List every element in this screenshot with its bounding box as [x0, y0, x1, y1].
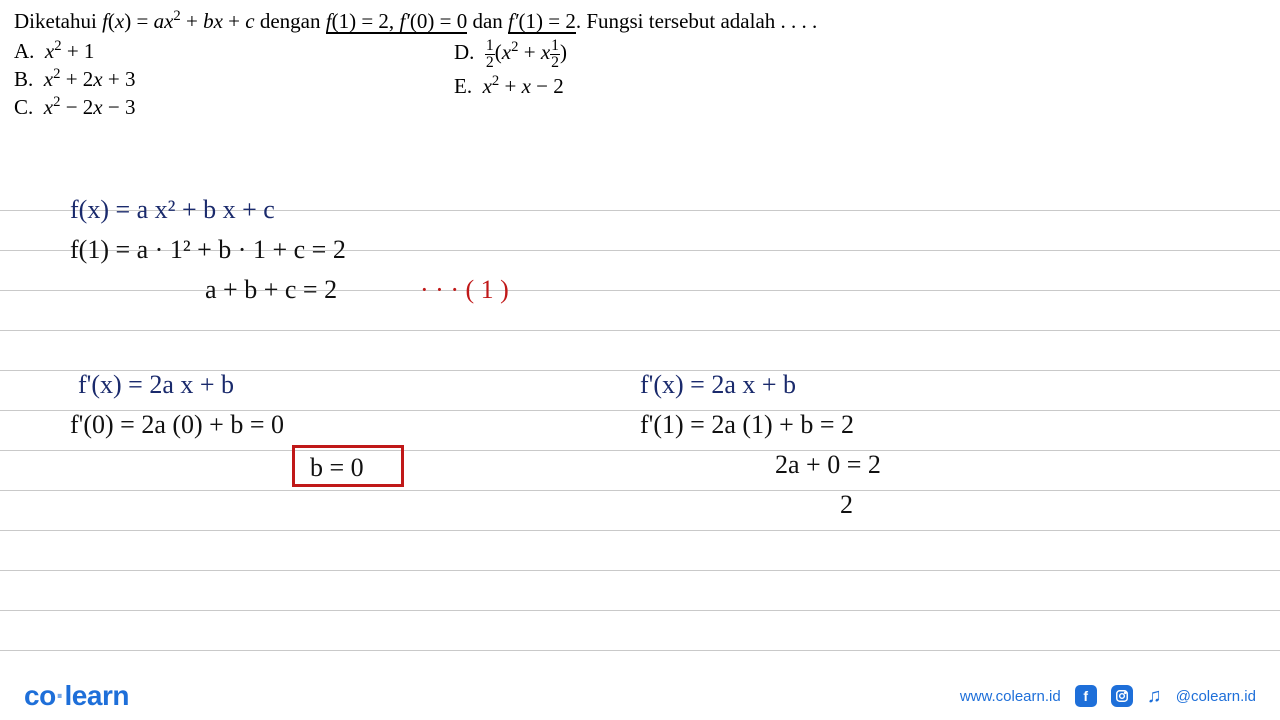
handwriting-line: f'(x) = 2a x + b [78, 370, 234, 400]
footer: co·learn www.colearn.id f ♫ @colearn.id [0, 672, 1280, 720]
option-b: B. x2 + 2x + 3 [14, 66, 454, 92]
rule-line [0, 290, 1280, 291]
option-c: C. x2 − 2x − 3 [14, 94, 454, 120]
rule-line [0, 570, 1280, 571]
notebook-area: f(x) = a x² + b x + c f(1) = a · 1² + b ·… [0, 175, 1280, 672]
brand-logo: co·learn [24, 680, 129, 712]
rule-line [0, 490, 1280, 491]
tiktok-icon: ♫ [1147, 685, 1162, 708]
footer-url: www.colearn.id [960, 688, 1061, 705]
rule-line [0, 330, 1280, 331]
facebook-icon: f [1075, 685, 1097, 707]
footer-handle: @colearn.id [1176, 688, 1256, 705]
handwriting-line: 2a + 0 = 2 [775, 450, 881, 480]
question-block: Diketahui f(x) = ax2 + bx + c dengan f(1… [0, 0, 1280, 130]
question-prompt: Diketahui f(x) = ax2 + bx + c dengan f(1… [14, 8, 1266, 34]
rule-line [0, 610, 1280, 611]
footer-right: www.colearn.id f ♫ @colearn.id [960, 685, 1256, 708]
options: A. x2 + 1 B. x2 + 2x + 3 C. x2 − 2x − 3 … [14, 38, 1266, 122]
handwriting-line: · · · ( 1 ) [420, 275, 509, 305]
rule-line [0, 650, 1280, 651]
option-a: A. x2 + 1 [14, 38, 454, 64]
handwriting-line: f'(x) = 2a x + b [640, 370, 796, 400]
highlight-box [292, 445, 404, 487]
handwriting-line: f'(1) = 2a (1) + b = 2 [640, 410, 854, 440]
option-d: D. 12(x2 + x12) [454, 38, 894, 71]
handwriting-line: a + b + c = 2 [205, 275, 337, 305]
handwriting-line: f'(0) = 2a (0) + b = 0 [70, 410, 284, 440]
rule-line [0, 450, 1280, 451]
handwriting-line: 2 [840, 490, 853, 520]
instagram-icon [1111, 685, 1133, 707]
option-e: E. x2 + x − 2 [454, 73, 894, 99]
handwriting-line: f(x) = a x² + b x + c [70, 195, 275, 225]
rule-line [0, 530, 1280, 531]
handwriting-line: f(1) = a · 1² + b · 1 + c = 2 [70, 235, 346, 265]
